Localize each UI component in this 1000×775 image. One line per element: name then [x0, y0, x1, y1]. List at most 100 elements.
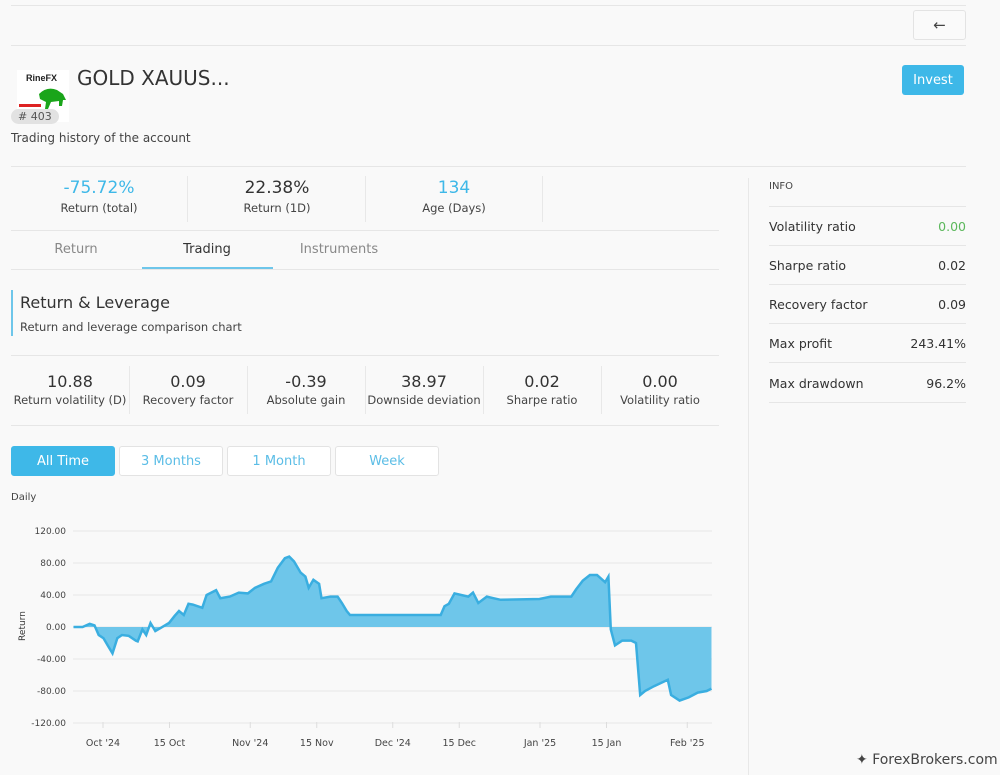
metric-return-volatility: 10.88 Return volatility (D): [11, 372, 129, 407]
divider: [748, 178, 749, 775]
metric-recovery-factor: 0.09 Recovery factor: [129, 372, 247, 407]
active-tab-indicator: [142, 267, 273, 269]
section-subtitle: Return and leverage comparison chart: [20, 320, 242, 334]
stat-value: 134: [437, 178, 471, 198]
metric-label: Absolute gain: [266, 393, 346, 407]
info-sharpe-ratio: Sharpe ratio 0.02: [769, 246, 966, 285]
y-tick-label: -120.00: [31, 719, 66, 729]
stat-return-1d: 22.38% Return (1D): [189, 178, 365, 215]
info-label: Max drawdown: [769, 375, 864, 391]
divider: [365, 176, 366, 222]
section-title: Return & Leverage: [20, 293, 170, 312]
range-all-time-button[interactable]: All Time: [11, 446, 115, 476]
bull-icon: [19, 88, 66, 109]
divider: [769, 206, 966, 207]
info-volatility-ratio: Volatility ratio 0.00: [769, 207, 966, 246]
x-tick-label: 15 Jan: [592, 738, 622, 749]
stat-label: Return (1D): [243, 201, 311, 215]
range-3-months-button[interactable]: 3 Months: [119, 446, 223, 476]
x-tick-label: 15 Dec: [443, 738, 477, 749]
range-week-button[interactable]: Week: [335, 446, 439, 476]
metric-volatility-ratio: 0.00 Volatility ratio: [601, 372, 719, 407]
tab-instruments[interactable]: Instruments: [299, 242, 379, 257]
info-label: Volatility ratio: [769, 218, 856, 234]
range-1-month-button[interactable]: 1 Month: [227, 446, 331, 476]
info-label: Recovery factor: [769, 296, 868, 312]
y-tick-label: -40.00: [37, 655, 66, 665]
metric-value: 10.88: [47, 372, 93, 391]
divider: [129, 366, 130, 414]
metric-downside-deviation: 38.97 Downside deviation: [365, 372, 483, 407]
info-label: Max profit: [769, 335, 833, 351]
divider: [542, 176, 543, 222]
info-value: 96.2%: [926, 375, 966, 391]
divider: [187, 176, 188, 222]
chart-title: Daily: [11, 492, 37, 503]
y-axis-label: Return: [18, 611, 28, 641]
y-tick-label: 40.00: [40, 591, 66, 601]
info-max-drawdown: Max drawdown 96.2%: [769, 364, 966, 403]
metric-label: Sharpe ratio: [506, 393, 578, 407]
metric-value: 0.02: [524, 372, 560, 391]
divider: [483, 366, 484, 414]
x-tick-label: 15 Nov: [300, 738, 334, 749]
watermark-text: ForexBrokers.com: [872, 752, 998, 768]
info-label: Sharpe ratio: [769, 257, 847, 273]
metric-sharpe-ratio: 0.02 Sharpe ratio: [483, 372, 601, 407]
arrow-left-icon: ←: [933, 16, 946, 34]
account-id-badge: # 403: [11, 109, 59, 124]
info-recovery-factor: Recovery factor 0.09: [769, 285, 966, 324]
stat-value: 22.38%: [244, 178, 310, 198]
back-button[interactable]: ←: [913, 10, 966, 40]
return-line: [73, 555, 713, 702]
return-chart: 120.00 80.00 40.00 0.00 -40.00 -80.00 -120.00 O…: [18, 527, 713, 749]
divider: [247, 366, 248, 414]
x-tick-label: Dec '24: [375, 738, 411, 749]
stat-label: Age (Days): [422, 201, 486, 215]
metric-value: -0.39: [285, 372, 327, 391]
info-heading: INFO: [769, 181, 794, 192]
top-divider: [11, 5, 966, 6]
divider: [601, 366, 602, 414]
info-value: 0.00: [938, 218, 966, 234]
info-value: 243.41%: [910, 335, 966, 351]
divider: [11, 230, 719, 231]
metric-label: Return volatility (D): [13, 393, 127, 407]
info-max-profit: Max profit 243.41%: [769, 324, 966, 363]
y-tick-label: 120.00: [35, 527, 67, 537]
invest-button[interactable]: Invest: [902, 65, 964, 95]
info-value: 0.02: [938, 257, 966, 273]
watermark: ✦ ForexBrokers.com: [856, 752, 998, 768]
x-tick-label: Feb '25: [670, 738, 705, 749]
y-tick-label: 80.00: [40, 559, 66, 569]
stat-return-total: -75.72% Return (total): [11, 178, 187, 215]
divider: [11, 45, 966, 46]
metric-absolute-gain: -0.39 Absolute gain: [247, 372, 365, 407]
y-tick-label: -80.00: [37, 687, 66, 697]
return-area: [73, 556, 712, 701]
x-tick-label: Nov '24: [232, 738, 268, 749]
info-value: 0.09: [938, 296, 966, 312]
metric-value: 0.00: [642, 372, 678, 391]
x-tick-label: Oct '24: [86, 738, 120, 749]
divider: [11, 425, 719, 426]
stat-value: -75.72%: [63, 178, 135, 198]
tab-trading[interactable]: Trading: [183, 242, 231, 257]
section-accent-bar: [11, 290, 13, 336]
metric-value: 38.97: [401, 372, 447, 391]
x-tick-label: Jan '25: [523, 738, 556, 749]
x-tick-label: 15 Oct: [154, 738, 186, 749]
divider: [365, 366, 366, 414]
divider: [11, 166, 966, 167]
tab-return[interactable]: Return: [54, 242, 98, 257]
logo-text: RineFX: [26, 73, 58, 83]
account-subtitle: Trading history of the account: [11, 131, 191, 145]
stat-age: 134 Age (Days): [366, 178, 542, 215]
forexbrokers-logo-icon: ✦: [856, 752, 873, 768]
divider: [11, 355, 719, 356]
metric-value: 0.09: [170, 372, 206, 391]
stat-label: Return (total): [60, 201, 138, 215]
divider: [11, 269, 719, 270]
metric-label: Downside deviation: [367, 393, 481, 407]
account-title: GOLD XAUUS...: [77, 66, 230, 90]
